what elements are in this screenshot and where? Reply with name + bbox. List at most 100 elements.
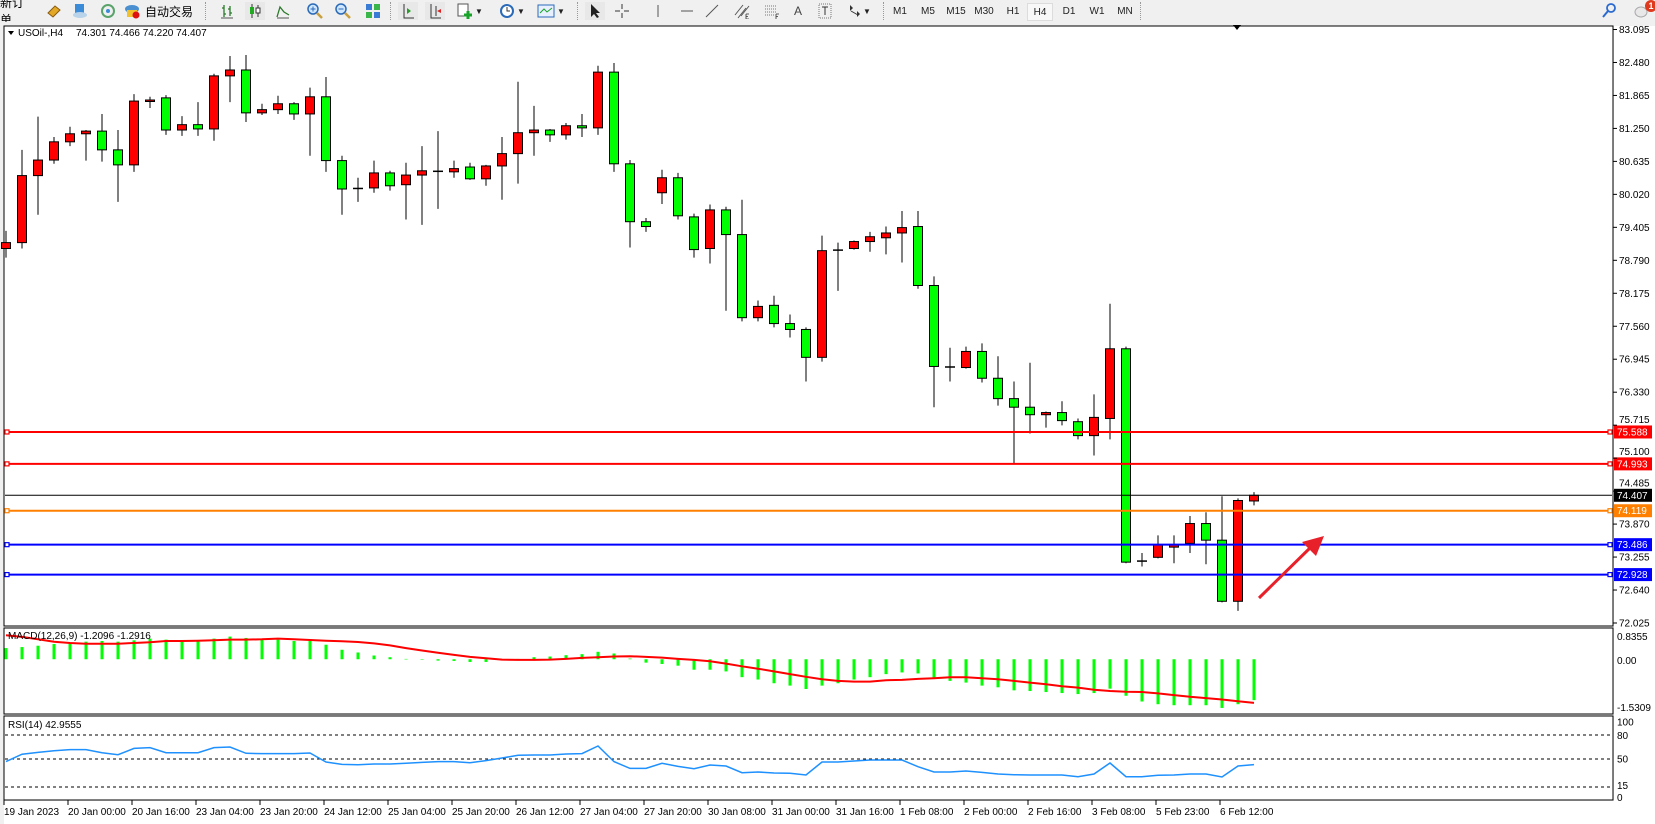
candle-body-bullish [657,177,667,194]
timeframe-m15[interactable]: M15 [946,5,966,17]
notifications-button[interactable] [1630,2,1652,20]
candle-body-bearish [609,71,619,165]
metaeditor-button[interactable] [44,2,64,20]
search-button[interactable] [1600,2,1618,20]
tile-windows-button[interactable] [363,2,383,20]
macd-histogram-bar [52,644,56,660]
timeframe-d1[interactable]: D1 [1062,5,1076,17]
zoom-in-button[interactable] [305,2,325,20]
candle-body-bullish [449,168,459,173]
candle [209,73,219,141]
periods-button[interactable]: ▼ [497,2,527,20]
rsi-tick-label: 0 [1617,793,1623,804]
macd-histogram-bar [660,659,664,664]
candle [1201,512,1211,565]
fibonacci-tool-button[interactable] [762,2,782,20]
chart-shift-button[interactable] [398,2,418,20]
macd-histogram-bar [548,656,552,660]
macd-histogram-bar [484,659,488,662]
collapse-triangle-icon[interactable] [8,31,14,35]
timeframe-mn[interactable]: MN [1117,5,1133,17]
timeframe-m1[interactable]: M1 [893,5,907,17]
terminal-icon [73,4,87,18]
text-label-tool-button[interactable] [815,2,835,20]
crosshair-tool-button[interactable] [612,2,632,20]
horizontal-line-tool-button[interactable] [677,2,697,20]
time-tick-label: 20 Jan 16:00 [132,807,190,818]
timeframe-w1[interactable]: W1 [1089,5,1105,17]
crosshair-icon [615,4,629,18]
time-tick-label: 31 Jan 00:00 [772,807,830,818]
price-label-box [1614,538,1652,552]
candle-body-bearish [625,163,635,223]
arrows-tool-button[interactable]: ▼ [842,2,876,20]
line-handle-right [1607,571,1613,578]
macd-histogram-bar [916,659,920,674]
fibonacci-channel-tool-button[interactable] [732,2,752,20]
terminal-button[interactable] [70,2,90,20]
trend-arrow-annotation[interactable] [1257,536,1324,600]
time-tick-label: 5 Feb 23:00 [1156,807,1210,818]
macd-histogram-bar [100,640,104,660]
time-tick-label: 3 Feb 08:00 [1092,807,1146,818]
time-axis[interactable] [4,801,1655,824]
candle-body-bearish [193,124,203,130]
macd-tick-label: 0.00 [1617,656,1637,667]
zoom-out-button[interactable] [333,2,353,20]
chart-shift-marker-icon[interactable] [1233,25,1241,30]
text-tool-button[interactable]: A [788,2,808,20]
candle [1,230,11,258]
macd-pane[interactable] [3,627,1614,715]
macd-histogram-bar [868,659,872,678]
templates-button[interactable]: ▼ [536,2,566,20]
auto-scroll-icon [430,4,441,19]
vertical-line-tool-button[interactable] [648,2,668,20]
add-indicator-icon [457,3,473,19]
time-tick-label: 2 Feb 00:00 [964,807,1018,818]
bar-chart-button[interactable] [217,2,237,20]
candlestick-chart-button[interactable] [245,2,265,20]
line-handle-right [1607,429,1613,435]
toolbar-separator [390,2,391,20]
candle-body-bullish [593,71,603,129]
price-label-text: 74.119 [1617,506,1647,517]
time-tick-label: 25 Jan 04:00 [388,807,446,818]
price-axis[interactable] [1614,26,1655,802]
timeframe-h4[interactable]: H4 [1027,3,1053,21]
line-chart-button[interactable] [273,2,293,20]
time-tick-label: 19 Jan 2023 [4,807,59,818]
macd-histogram-bar [244,637,248,660]
timeframe-m5[interactable]: M5 [921,5,935,17]
auto-trading-button[interactable]: 自动交易 [124,2,198,20]
new-order-button[interactable]: 新订单 [0,0,34,27]
indicators-button[interactable]: ▼ [455,2,485,20]
time-tick-label: 6 Feb 12:00 [1220,807,1274,818]
candle-body-bearish [113,149,123,166]
rsi-pane[interactable] [3,715,1614,801]
time-tick-label: 31 Jan 16:00 [836,807,894,818]
candle [145,96,155,109]
price-label-box [1614,457,1652,471]
candle [385,170,395,191]
signals-button[interactable] [98,2,118,20]
price-tick-label: 74.485 [1619,478,1650,489]
macd-histogram-bar [36,645,40,660]
cursor-tool-button[interactable] [585,2,605,20]
chart-window[interactable]: 75.588 74.993 74.407 74.119 73.486 72.928 83.… [0,22,1655,824]
notification-badge: 1 [1645,0,1655,12]
candle [865,231,875,252]
trendline-tool-button[interactable] [702,2,722,20]
candle-body-bullish [1,242,11,250]
fibonacci-icon [765,5,779,19]
timeframe-h1[interactable]: H1 [1006,5,1020,17]
auto-scroll-button[interactable] [425,2,445,20]
main-price-pane[interactable] [3,25,1614,627]
macd-histogram-bar [308,640,312,660]
candle [225,56,235,103]
candle [529,105,539,156]
timeframe-m30[interactable]: M30 [974,5,994,17]
candle-body-bearish [801,328,811,358]
price-label-text: 72.928 [1617,570,1648,581]
candle-body-bullish [497,153,507,167]
macd-histogram-bar [1076,659,1080,695]
